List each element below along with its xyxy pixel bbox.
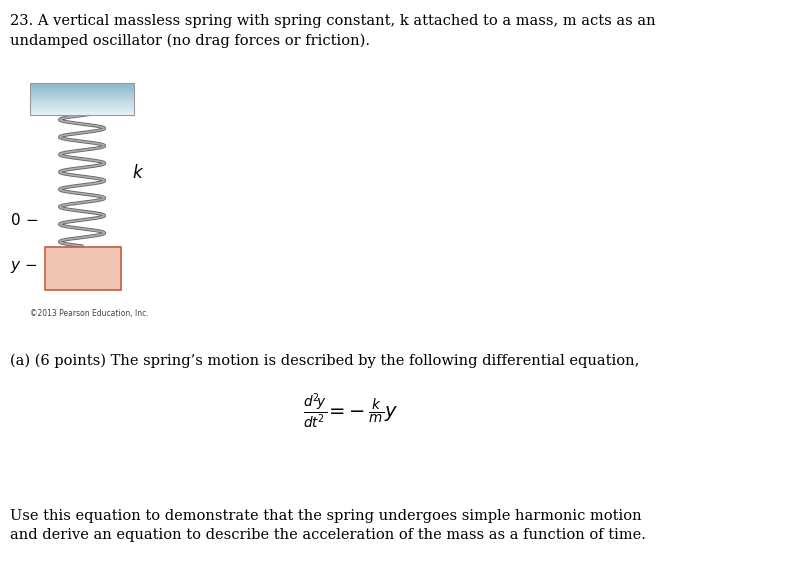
Bar xyxy=(45,247,121,290)
Bar xyxy=(30,101,134,102)
Text: 23. A vertical massless spring with spring constant, k attached to a mass, m act: 23. A vertical massless spring with spri… xyxy=(10,14,655,48)
Bar xyxy=(30,102,134,104)
Bar xyxy=(30,112,134,113)
Bar xyxy=(30,96,134,97)
Bar xyxy=(30,86,134,87)
Bar xyxy=(30,93,134,94)
Bar xyxy=(30,100,134,101)
Bar xyxy=(30,95,134,96)
Text: $y\,-$: $y\,-$ xyxy=(10,259,38,275)
Text: $0\,-$: $0\,-$ xyxy=(10,212,38,228)
Bar xyxy=(30,92,134,93)
Bar xyxy=(30,110,134,111)
Text: $k$: $k$ xyxy=(132,163,143,182)
Bar xyxy=(30,83,134,85)
Bar xyxy=(30,90,134,91)
Text: (a) (6 points) The spring’s motion is described by the following differential eq: (a) (6 points) The spring’s motion is de… xyxy=(10,354,639,368)
Bar xyxy=(30,89,134,90)
Bar xyxy=(30,98,134,99)
Text: $m$: $m$ xyxy=(75,260,92,277)
Bar xyxy=(30,108,134,109)
Text: $\frac{d^2\!y}{dt^2}\!=\!-\frac{k}{m}y$: $\frac{d^2\!y}{dt^2}\!=\!-\frac{k}{m}y$ xyxy=(303,392,398,431)
Bar xyxy=(30,83,134,115)
Bar xyxy=(30,111,134,112)
Bar xyxy=(30,91,134,92)
Bar xyxy=(30,94,134,95)
Bar xyxy=(30,104,134,105)
Bar xyxy=(30,114,134,115)
Text: ©2013 Pearson Education, Inc.: ©2013 Pearson Education, Inc. xyxy=(30,309,149,318)
Bar xyxy=(30,85,134,86)
Bar xyxy=(30,113,134,114)
Bar xyxy=(30,97,134,98)
Bar xyxy=(30,105,134,106)
Bar xyxy=(30,106,134,108)
Text: Use this equation to demonstrate that the spring undergoes simple harmonic motio: Use this equation to demonstrate that th… xyxy=(10,509,646,542)
Bar xyxy=(30,109,134,110)
Bar xyxy=(30,87,134,89)
Bar xyxy=(30,99,134,100)
